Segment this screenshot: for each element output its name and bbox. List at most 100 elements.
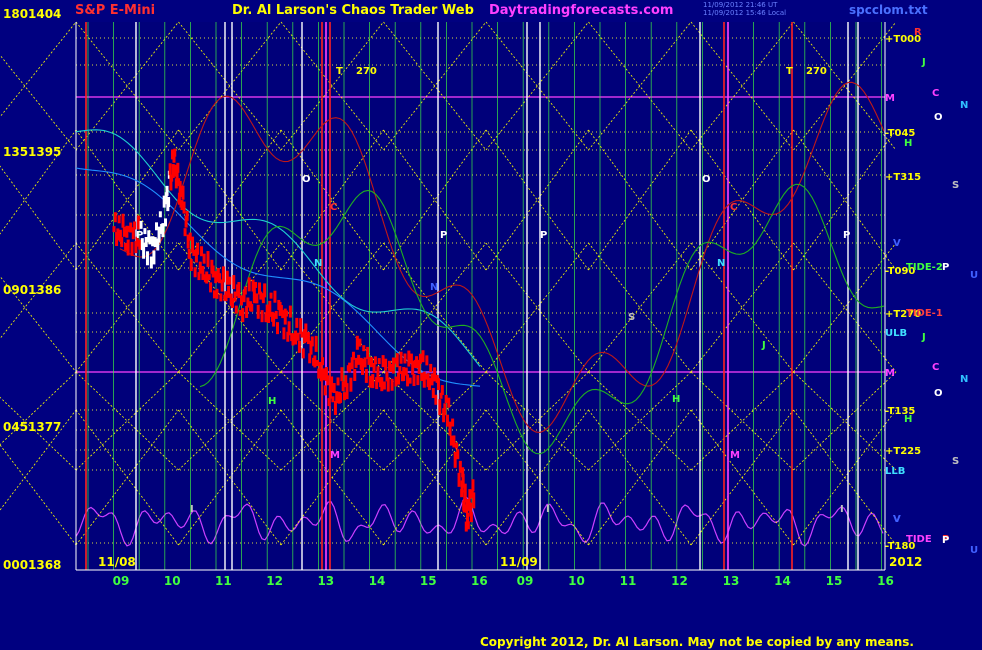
planet-label: N: [960, 100, 968, 111]
diag-up-2: [793, 242, 897, 373]
plot-area: [76, 22, 885, 570]
planet-label: V: [893, 238, 901, 249]
diag-up-0: [280, 21, 384, 151]
diag-down-1: [75, 129, 179, 271]
field-marker: N: [314, 258, 322, 269]
diag-up-1: [383, 129, 487, 271]
right-level-label: M: [885, 93, 895, 104]
grid: [0, 21, 897, 571]
planet-label: O: [934, 112, 943, 123]
planet-label: P: [942, 535, 949, 546]
diag-up-0: [0, 21, 77, 118]
diag-up-4: [178, 409, 282, 546]
field-marker: I: [546, 504, 550, 515]
diag-up-1: [588, 129, 692, 271]
field-marker: P: [843, 230, 850, 241]
planet-label: C: [932, 88, 939, 99]
diag-up-4: [690, 409, 794, 546]
timestamp: 11/09/2012 21:46 UT 11/09/2012 15:46 Loca…: [703, 1, 786, 17]
date-label: 2012: [889, 555, 922, 569]
phase-annotation: 270: [806, 66, 827, 77]
right-level-label: LLB: [885, 466, 905, 477]
diag-up-0: [178, 21, 282, 151]
x-tick-label: 09: [517, 574, 534, 588]
field-marker: I: [190, 504, 194, 515]
diag-up-1: [690, 129, 794, 271]
field-marker: O: [702, 174, 711, 185]
diag-up-4: [75, 409, 179, 546]
copyright-notice: Copyright 2012, Dr. Al Larson. May not b…: [480, 635, 914, 649]
field-marker: P: [540, 230, 547, 241]
x-tick-label: 11: [215, 574, 232, 588]
right-level-label: -T180: [885, 541, 915, 552]
diag-up-1: [485, 129, 589, 271]
x-tick-label: 13: [723, 574, 740, 588]
diag-up-1: [75, 129, 179, 271]
site-link[interactable]: Daytradingforecasts.com: [489, 3, 674, 18]
diag-up-1: [793, 129, 897, 271]
field-marker: P: [440, 230, 447, 241]
planet-label: P: [942, 262, 949, 273]
planet-label: V: [893, 514, 901, 525]
diag-up-0: [75, 21, 179, 151]
right-level-label: +T225: [885, 446, 921, 457]
field-marker: H: [268, 396, 276, 407]
right-level-label: -T045: [885, 128, 915, 139]
date-label: 11/09: [500, 555, 538, 569]
x-tick-label: 15: [420, 574, 437, 588]
right-level-label: -T090: [885, 266, 915, 277]
diag-down-1: [793, 129, 897, 271]
date-label: 11/08: [98, 555, 136, 569]
y-tick-price: 1386: [28, 283, 61, 297]
diag-up-0: [588, 21, 692, 151]
diag-down-2: [178, 242, 282, 373]
diag-down-2: [75, 242, 179, 373]
tide-line: [75, 496, 884, 547]
field-marker: V: [893, 514, 901, 525]
diag-up-0: [485, 21, 589, 151]
diag-up-0: [690, 21, 794, 151]
x-tick-label: 11: [620, 574, 637, 588]
y-tick-price: 1377: [28, 420, 61, 434]
planet-label: C: [932, 362, 939, 373]
diag-up-2: [280, 242, 384, 373]
instrument-title: S&P E-Mini: [75, 3, 156, 18]
x-tick-label: 16: [471, 574, 488, 588]
right-level-label: -T135: [885, 406, 915, 417]
diag-up-2: [0, 242, 77, 340]
planet-label: H: [904, 138, 912, 149]
x-tick-label: 14: [774, 574, 791, 588]
field-marker: N: [430, 282, 438, 293]
diag-down-2: [690, 242, 794, 373]
page-title: Dr. Al Larson's Chaos Trader Web: [232, 3, 474, 18]
diag-up-4: [0, 409, 77, 511]
diag-down-2: [485, 242, 589, 373]
timestamp-local: 11/09/2012 15:46 Local: [703, 9, 787, 17]
x-tick-label: 14: [369, 574, 386, 588]
chart-labels: 180 1404 135 1395 090 1386 045 1377 000 1368 09 10 1…: [3, 7, 978, 588]
diag-up-2: [485, 242, 589, 373]
diag-up-4: [588, 409, 692, 546]
y-tick-price: 1368: [28, 558, 61, 572]
diag-up-0: [383, 21, 487, 151]
diag-down-1: [588, 129, 692, 271]
planet-label: J: [921, 332, 926, 343]
diag-up-2: [588, 242, 692, 373]
planet-label: R: [914, 27, 922, 38]
diag-down-1: [280, 129, 384, 271]
phase-annotation: T: [786, 66, 793, 77]
planet-label: O: [934, 388, 943, 399]
diag-up-2: [383, 242, 487, 373]
y-tick-price: 1404: [28, 7, 61, 21]
timestamp-utc: 11/09/2012 21:46 UT: [703, 1, 778, 9]
planet-label: S: [952, 180, 959, 191]
right-level-label: +T270: [885, 309, 921, 320]
y-tick-index: 180: [3, 7, 28, 21]
planet-label: S: [952, 456, 959, 467]
diag-up-0: [793, 21, 897, 151]
field-marker: N: [717, 258, 725, 269]
y-tick-index: 090: [3, 283, 28, 297]
diag-up-4: [383, 409, 487, 546]
x-tick-label: 15: [826, 574, 843, 588]
